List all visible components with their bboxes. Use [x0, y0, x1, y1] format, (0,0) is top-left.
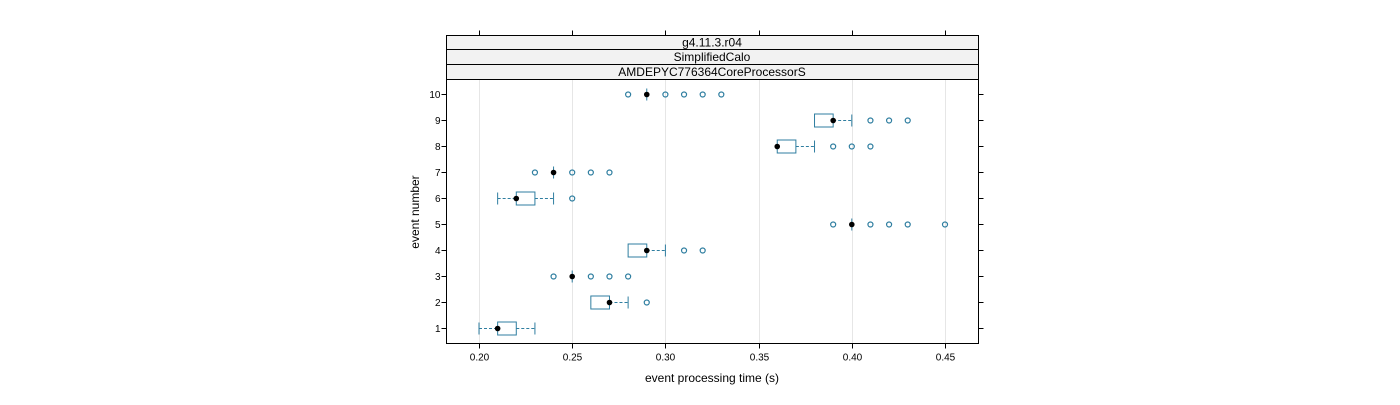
plot-panel-border: [446, 79, 979, 344]
median-dot: [513, 195, 520, 202]
axis-layer: 0.20 0.25 0.30 0.35 0.40 0.45 1 2 3 4 5 6 7 8 9 10: [429, 30, 984, 364]
outlier-point: [643, 299, 650, 306]
outlier-point: [699, 247, 706, 254]
outlier-point: [587, 273, 594, 280]
y-tick-label: 7: [435, 168, 441, 179]
box-event-9: [814, 113, 911, 128]
grid-layer: [479, 79, 946, 344]
x-tick-label: 0.25: [563, 353, 583, 364]
box-event-5: [830, 218, 949, 231]
box-event-7: [531, 166, 613, 179]
median-dot: [849, 221, 855, 228]
outlier-point: [550, 273, 557, 280]
median-dot: [830, 117, 836, 124]
box-event-3: [550, 270, 632, 283]
outlier-point: [699, 91, 706, 98]
median-dot: [774, 143, 781, 150]
y-tick-label: 10: [429, 90, 441, 101]
y-tick-label: 2: [435, 298, 441, 309]
strip-group: g4.11.3.r04 SimplifiedCalo AMDEPYC776364…: [446, 35, 979, 80]
box-event-8: [774, 139, 874, 154]
box-event-10: [625, 88, 725, 101]
box-event-4: [627, 243, 706, 258]
outlier-point: [830, 143, 837, 150]
outlier-point: [867, 143, 874, 150]
x-tick-label: 0.40: [843, 353, 863, 364]
box-layer: [478, 88, 949, 336]
y-axis-title: event number: [408, 175, 422, 248]
median-dot: [569, 273, 575, 280]
y-tick-label: 3: [435, 272, 441, 283]
outlier-point: [606, 169, 613, 176]
x-axis-title: event processing time (s): [645, 371, 779, 385]
outlier-point: [680, 247, 688, 254]
median-dot: [494, 325, 501, 332]
outlier-point: [904, 221, 911, 228]
outlier-point: [531, 169, 539, 176]
outlier-point: [885, 221, 893, 228]
x-tick-label: 0.20: [470, 353, 490, 364]
y-tick-label: 1: [435, 324, 441, 335]
x-tick-label: 0.45: [936, 353, 956, 364]
strip-1-label: g4.11.3.r04: [682, 36, 742, 50]
outlier-point: [625, 273, 632, 280]
outlier-point: [848, 143, 855, 150]
strip-2-label: SimplifiedCalo: [674, 50, 751, 64]
y-tick-label: 5: [435, 220, 441, 231]
outlier-point: [680, 91, 688, 98]
outlier-point: [587, 169, 594, 176]
outlier-point: [941, 221, 949, 228]
outlier-point: [867, 117, 874, 124]
box-event-1: [478, 321, 536, 336]
outlier-point: [718, 91, 725, 98]
outlier-point: [569, 169, 576, 176]
median-dot: [643, 247, 650, 254]
median-dot: [550, 169, 557, 176]
x-tick-label: 0.30: [656, 353, 676, 364]
outlier-point: [569, 195, 576, 202]
box-event-2: [590, 295, 650, 310]
median-dot: [606, 299, 613, 306]
outlier-point: [885, 117, 893, 124]
outlier-point: [830, 221, 837, 228]
y-tick-label: 6: [435, 194, 441, 205]
outlier-point: [867, 221, 874, 228]
y-tick-label: 8: [435, 142, 441, 153]
median-dot: [643, 91, 650, 98]
outlier-point: [606, 273, 613, 280]
outlier-point: [662, 91, 669, 98]
strip-3-label: AMDEPYC776364CoreProcessorS: [618, 65, 805, 79]
outlier-point: [625, 91, 632, 98]
y-tick-label: 4: [435, 246, 441, 257]
box-event-6: [497, 191, 576, 206]
outlier-point: [904, 117, 911, 124]
x-tick-label: 0.35: [750, 353, 770, 364]
y-tick-label: 9: [435, 116, 441, 127]
